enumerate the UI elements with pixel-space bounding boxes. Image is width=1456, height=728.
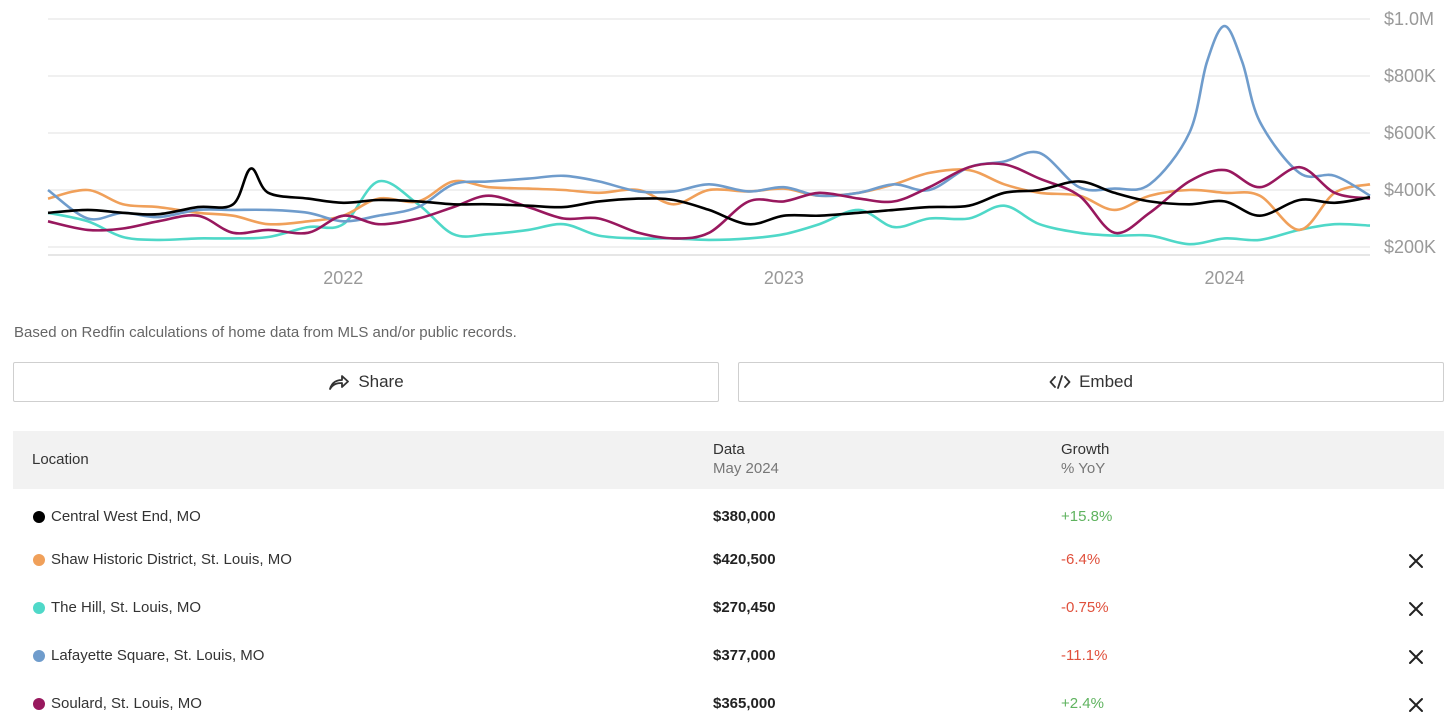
header-growth-unit: % YoY [1061,460,1106,477]
price-chart: $200K $400K $600K $800K $1.0M 2022 2023 2024 [47,9,1436,288]
series-lines [47,24,1371,246]
y-tick-label: $600K [1384,123,1436,143]
header-growth-label: Growth [1061,441,1110,458]
remove-location-close-icon[interactable] [1406,599,1426,619]
table-row: The Hill, St. Louis, MO $270,450 -0.75% [13,593,1444,623]
legend-dot [33,511,45,523]
row-growth: -6.4% [1061,551,1101,568]
row-growth: -0.75% [1061,599,1109,616]
chart-gridlines [48,18,1370,248]
share-button[interactable]: Share [13,362,719,402]
header-data-label: Data [713,441,745,458]
series-line-central-west-end [47,167,1371,226]
row-growth: -11.1% [1061,647,1108,664]
row-growth: +15.8% [1061,508,1113,525]
legend-dot [33,554,45,566]
series-line-soulard [47,162,1371,240]
series-line-shaw-historic-district [47,168,1371,232]
remove-location-close-icon[interactable] [1406,647,1426,667]
y-axis-labels: $200K $400K $600K $800K $1.0M [1384,9,1436,257]
x-tick-label: 2024 [1205,268,1245,288]
row-value: $420,500 [713,551,776,568]
table-header: Location Data May 2024 Growth % YoY [13,431,1444,489]
header-location: Location [32,451,89,468]
table-row: Central West End, MO $380,000 +15.8% [13,502,1444,532]
share-label: Share [358,372,404,391]
row-value: $377,000 [713,647,776,664]
row-location: The Hill, St. Louis, MO [51,599,202,616]
row-growth: +2.4% [1061,695,1104,712]
row-value: $380,000 [713,508,776,525]
remove-location-close-icon[interactable] [1406,551,1426,571]
share-arrow-icon [328,373,350,391]
row-value: $270,450 [713,599,776,616]
series-line-lafayette-square [47,24,1371,223]
legend-dot [33,602,45,614]
legend-dot [33,650,45,662]
embed-label: Embed [1079,372,1133,391]
header-data: Data May 2024 [713,441,779,477]
row-location: Shaw Historic District, St. Louis, MO [51,551,292,568]
table-row: Lafayette Square, St. Louis, MO $377,000 -… [13,641,1444,671]
embed-button[interactable]: Embed [738,362,1444,402]
header-data-period: May 2024 [713,460,779,477]
code-icon [1049,374,1071,390]
y-tick-label: $400K [1384,180,1436,200]
header-growth: Growth % YoY [1061,441,1109,477]
y-tick-label: $200K [1384,237,1436,257]
table-row: Soulard, St. Louis, MO $365,000 +2.4% [13,689,1444,719]
x-tick-label: 2023 [764,268,804,288]
x-axis-labels: 2022 2023 2024 [323,268,1244,288]
series-line-the-hill [47,179,1371,246]
x-tick-label: 2022 [323,268,363,288]
row-value: $365,000 [713,695,776,712]
remove-location-close-icon[interactable] [1406,695,1426,715]
table-row: Shaw Historic District, St. Louis, MO $42… [13,545,1444,575]
chart-footnote: Based on Redfin calculations of home dat… [14,324,517,341]
row-location: Soulard, St. Louis, MO [51,695,202,712]
y-tick-label: $800K [1384,66,1436,86]
row-location: Central West End, MO [51,508,201,525]
row-location: Lafayette Square, St. Louis, MO [51,647,265,664]
legend-dot [33,698,45,710]
y-tick-label: $1.0M [1384,9,1434,29]
